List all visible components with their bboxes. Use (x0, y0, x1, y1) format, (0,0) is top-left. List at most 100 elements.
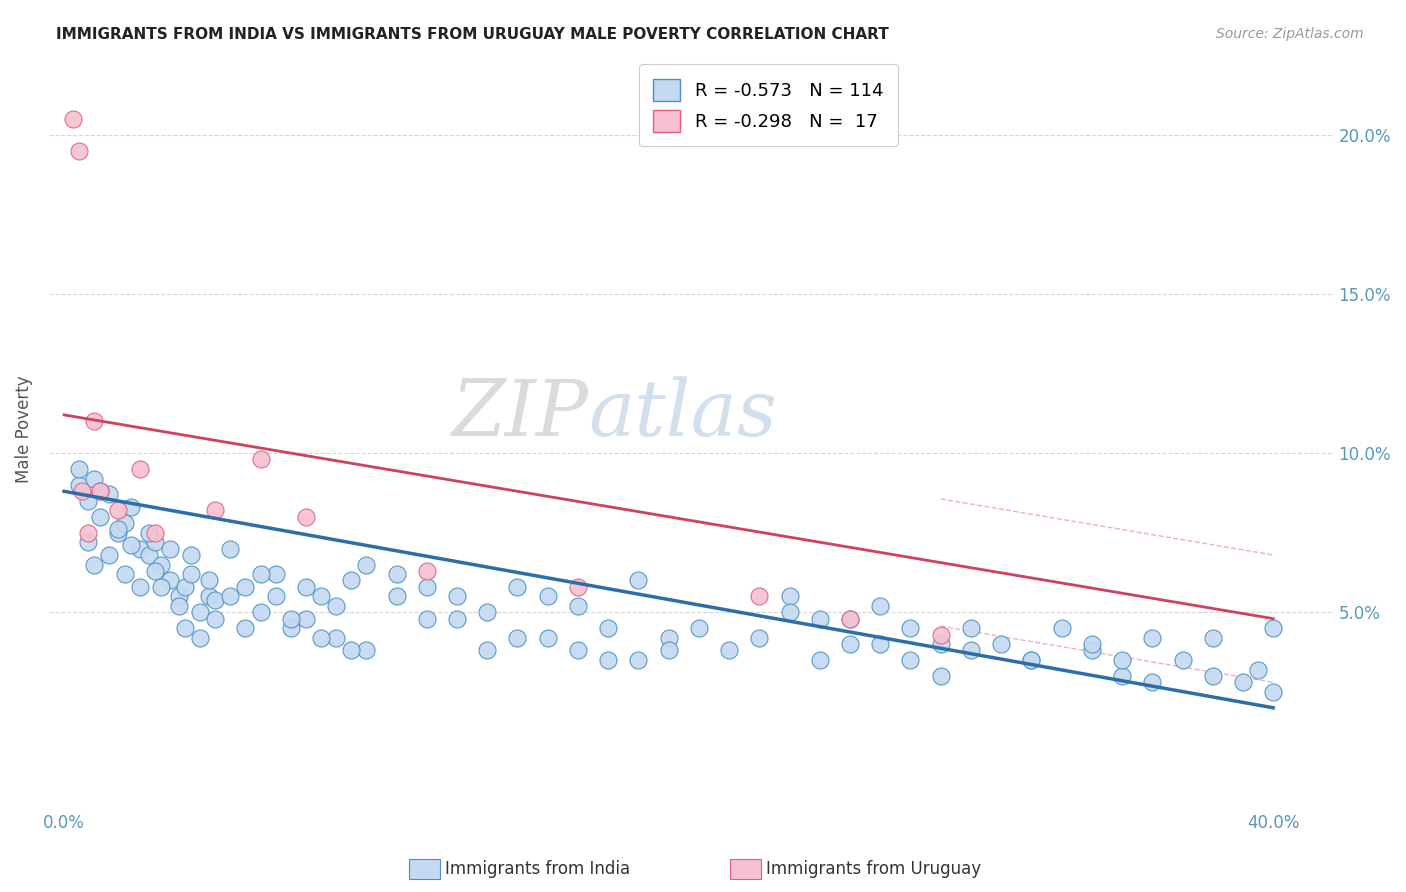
Point (149, 580, 172, 594)
Point (83, 414, 105, 428)
Point (1021, 653, 1043, 667)
Point (138, 548, 160, 562)
Point (869, 599, 891, 613)
Point (325, 631, 347, 645)
Point (249, 605, 271, 619)
Point (143, 525, 166, 540)
Point (219, 590, 242, 604)
Point (808, 653, 831, 667)
Point (98, 548, 121, 562)
Point (83, 558, 105, 572)
Point (167, 590, 190, 604)
Point (1263, 621, 1285, 635)
Point (264, 567, 287, 582)
Point (990, 637, 1012, 651)
Point (89, 484, 111, 499)
Point (198, 574, 221, 588)
Point (446, 590, 468, 604)
Point (219, 541, 242, 556)
Point (280, 612, 302, 626)
Point (188, 605, 211, 619)
Point (264, 590, 287, 604)
Point (808, 612, 831, 626)
Point (309, 631, 332, 645)
Point (77, 493, 100, 508)
Point (779, 590, 801, 604)
Point (114, 516, 136, 530)
Point (174, 580, 197, 594)
Point (537, 631, 560, 645)
Point (658, 631, 681, 645)
Point (89, 509, 111, 524)
Point (1050, 621, 1073, 635)
Point (67, 462, 90, 476)
Point (340, 643, 363, 657)
Point (77, 525, 100, 540)
Point (1202, 631, 1225, 645)
Point (180, 567, 202, 582)
Point (249, 567, 271, 582)
Point (1021, 653, 1043, 667)
Point (120, 538, 142, 552)
Point (1171, 653, 1194, 667)
Point (1247, 663, 1270, 677)
Point (567, 643, 589, 657)
Point (960, 621, 983, 635)
Point (839, 612, 862, 626)
Point (929, 669, 952, 683)
Point (627, 653, 650, 667)
Point (598, 621, 620, 635)
Point (385, 567, 408, 582)
Point (180, 548, 202, 562)
Point (325, 599, 347, 613)
Point (174, 621, 197, 635)
Point (204, 612, 226, 626)
Point (159, 574, 181, 588)
Point (1232, 675, 1254, 690)
Point (149, 558, 172, 572)
Point (204, 503, 226, 517)
Point (188, 631, 211, 645)
Point (900, 653, 922, 667)
Point (718, 643, 741, 657)
Text: Immigrants from India: Immigrants from India (446, 860, 630, 878)
Point (204, 592, 226, 607)
Point (1202, 669, 1225, 683)
Point (77, 535, 100, 549)
Point (900, 621, 922, 635)
Point (235, 621, 257, 635)
Point (1142, 675, 1164, 690)
Point (1081, 643, 1104, 657)
Point (477, 605, 499, 619)
Point (198, 590, 221, 604)
Point (416, 612, 439, 626)
Point (98, 487, 121, 501)
Point (506, 631, 529, 645)
Point (309, 590, 332, 604)
Point (128, 462, 150, 476)
Point (929, 637, 952, 651)
Point (688, 621, 710, 635)
Point (114, 567, 136, 582)
Point (67, 144, 90, 158)
Point (120, 500, 142, 515)
Point (89, 484, 111, 499)
Point (356, 643, 378, 657)
Text: atlas: atlas (589, 376, 778, 452)
Point (446, 612, 468, 626)
Point (506, 580, 529, 594)
Point (356, 558, 378, 572)
Point (567, 599, 589, 613)
Point (159, 541, 181, 556)
Point (748, 590, 770, 604)
Point (929, 627, 952, 641)
Point (658, 643, 681, 657)
Point (627, 574, 650, 588)
Point (477, 643, 499, 657)
Point (295, 509, 318, 524)
Text: Source: ZipAtlas.com: Source: ZipAtlas.com (1216, 27, 1364, 41)
Point (70, 484, 93, 499)
Point (567, 580, 589, 594)
Point (143, 535, 166, 549)
Point (107, 525, 129, 540)
